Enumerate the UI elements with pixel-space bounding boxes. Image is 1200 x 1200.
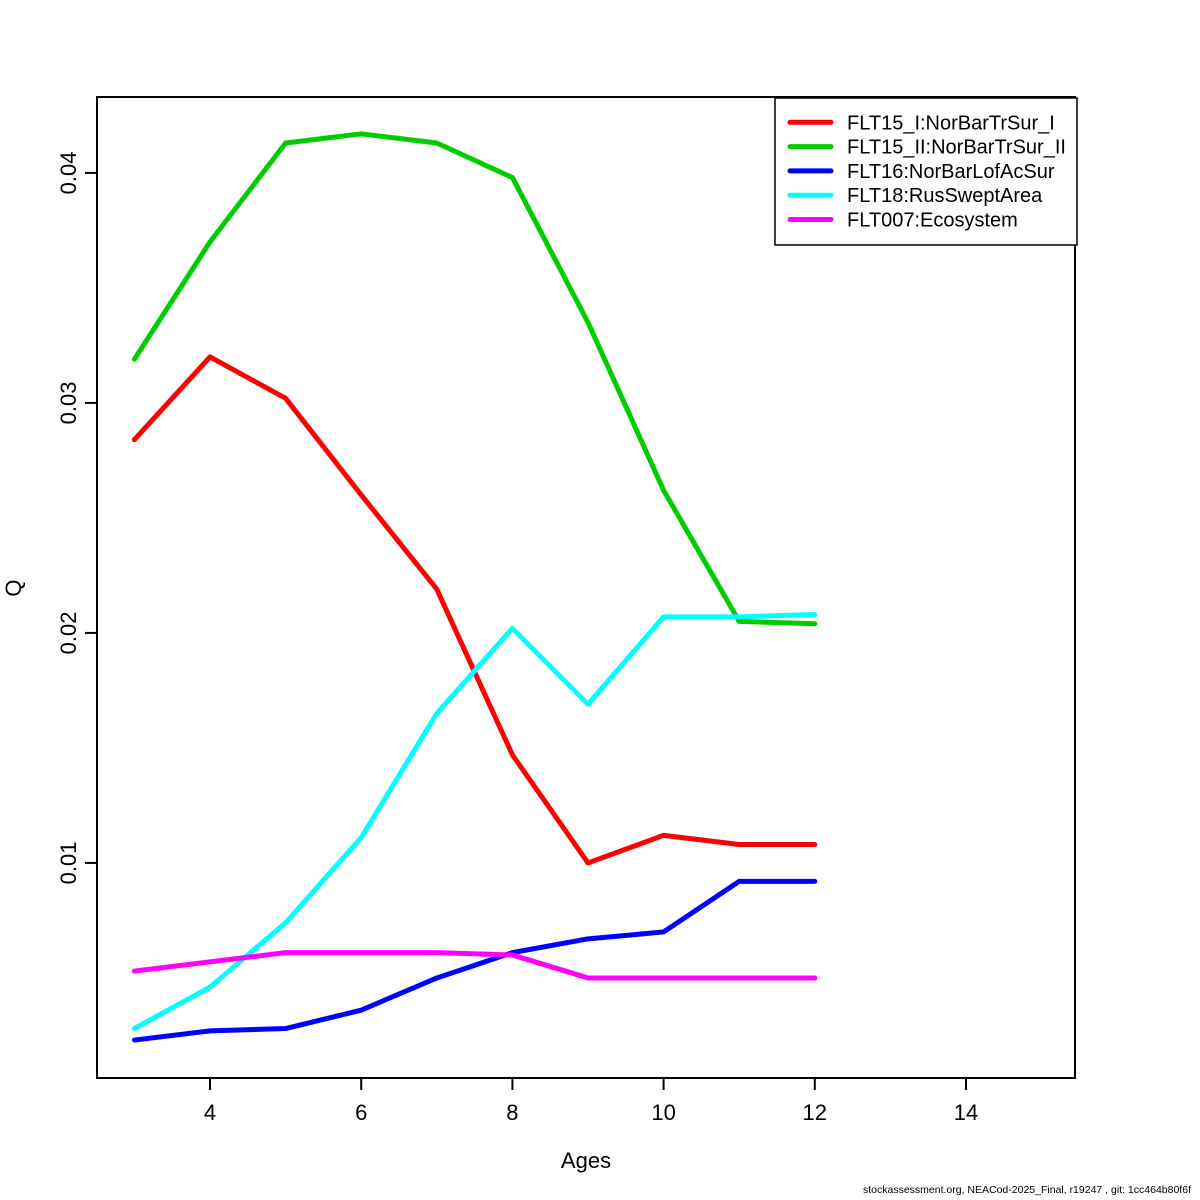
- x-tick-label: 14: [954, 1100, 978, 1125]
- legend-label: FLT007:Ecosystem: [847, 210, 1018, 232]
- x-axis-label: Ages: [561, 1148, 611, 1173]
- y-tick-label: 0.04: [56, 151, 81, 194]
- y-tick-label: 0.03: [56, 382, 81, 425]
- y-tick-label: 0.02: [56, 612, 81, 655]
- legend-label: FLT16:NorBarLofAcSur: [847, 161, 1055, 183]
- y-axis-label: Q: [1, 579, 26, 596]
- x-tick-label: 8: [506, 1100, 518, 1125]
- y-axis-ticks: 0.01 0.02 0.03 0.04: [56, 151, 97, 884]
- plot-area-border: [96, 96, 1076, 1079]
- x-tick-label: 4: [204, 1100, 216, 1125]
- legend-label: FLT15_I:NorBarTrSur_I: [847, 112, 1055, 134]
- x-tick-label: 10: [651, 1100, 675, 1125]
- series-lines: [131, 131, 818, 1043]
- series-line: [131, 131, 818, 627]
- series-line: [131, 878, 818, 1043]
- footer-citation: stockassessment.org, NEACod-2025_Final, …: [863, 1184, 1191, 1196]
- series-line: [131, 354, 818, 866]
- x-tick-label: 6: [355, 1100, 367, 1125]
- legend-label: FLT18:RusSweptArea: [847, 185, 1043, 207]
- legend-label: FLT15_II:NorBarTrSur_II: [847, 137, 1066, 159]
- y-tick-label: 0.01: [56, 842, 81, 885]
- legend: FLT15_I:NorBarTrSur_I FLT15_II:NorBarTrSu…: [774, 97, 1078, 246]
- x-tick-label: 12: [803, 1100, 827, 1125]
- x-axis-ticks: 4 6 8 10 12 14: [204, 1078, 978, 1125]
- series-line: [131, 950, 818, 981]
